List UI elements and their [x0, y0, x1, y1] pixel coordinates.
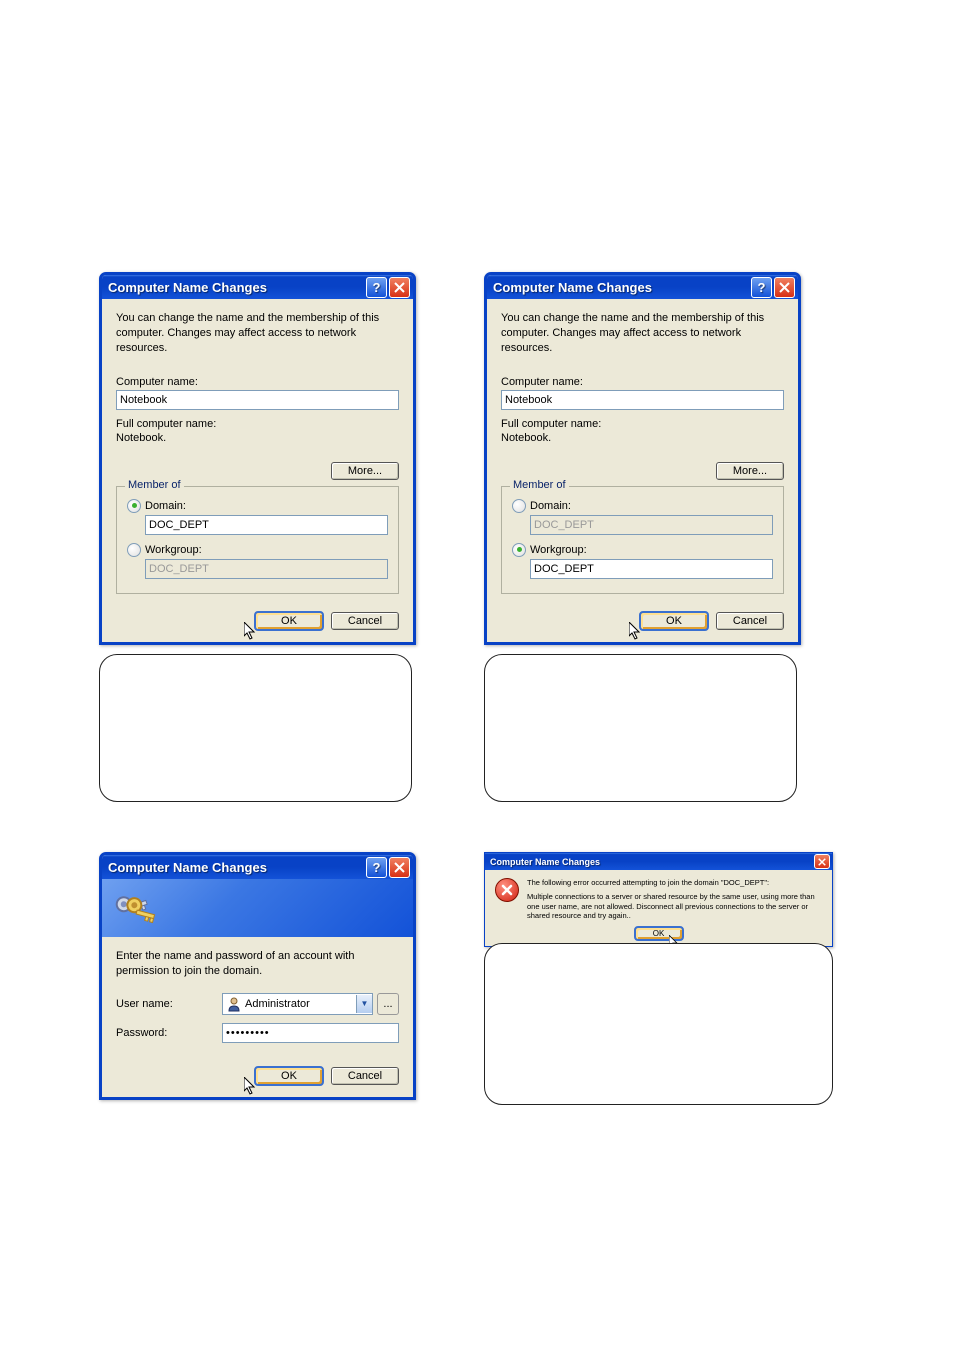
browse-button[interactable]: ...: [377, 993, 399, 1015]
more-button[interactable]: More...: [716, 462, 784, 480]
member-of-group: Member of Domain: Workgroup:: [501, 486, 784, 594]
close-button[interactable]: [389, 277, 410, 298]
ok-button[interactable]: OK: [640, 612, 708, 630]
caption-placeholder: [484, 654, 797, 802]
full-name-label: Full computer name:: [116, 418, 399, 430]
dialog-credentials: Computer Name Changes ?: [99, 852, 416, 1100]
full-name-value: Notebook.: [501, 432, 784, 444]
computer-name-label: Computer name:: [501, 376, 784, 388]
caption-placeholder: [484, 943, 833, 1105]
cancel-button[interactable]: Cancel: [331, 612, 399, 630]
credentials-description: Enter the name and password of an accoun…: [116, 949, 399, 979]
computer-name-label: Computer name:: [116, 376, 399, 388]
workgroup-radio[interactable]: [127, 543, 141, 557]
full-name-label: Full computer name:: [501, 418, 784, 430]
error-line1: The following error occurred attempting …: [527, 878, 822, 888]
domain-radio[interactable]: [512, 499, 526, 513]
caption-placeholder: [99, 654, 412, 802]
password-label: Password:: [116, 1027, 222, 1039]
titlebar[interactable]: Computer Name Changes ?: [487, 275, 798, 299]
dialog-title: Computer Name Changes: [490, 857, 812, 867]
computer-name-input[interactable]: [501, 390, 784, 410]
workgroup-input[interactable]: [530, 559, 773, 579]
workgroup-label[interactable]: Workgroup:: [145, 544, 202, 556]
member-of-group: Member of Domain: Workgroup:: [116, 486, 399, 594]
error-icon: [495, 878, 519, 902]
username-combo[interactable]: Administrator ▼: [222, 993, 373, 1015]
cancel-button[interactable]: Cancel: [716, 612, 784, 630]
dialog-title: Computer Name Changes: [493, 280, 749, 295]
help-button[interactable]: ?: [751, 277, 772, 298]
titlebar[interactable]: Computer Name Changes: [485, 853, 832, 870]
cursor-icon: [244, 622, 258, 642]
titlebar[interactable]: Computer Name Changes ?: [102, 855, 413, 879]
close-button[interactable]: [814, 854, 830, 869]
close-button[interactable]: [774, 277, 795, 298]
cursor-icon: [244, 1077, 258, 1097]
computer-name-input[interactable]: [116, 390, 399, 410]
close-button[interactable]: [389, 857, 410, 878]
member-of-legend: Member of: [125, 479, 184, 491]
domain-label[interactable]: Domain:: [530, 500, 571, 512]
cursor-icon: [629, 622, 643, 642]
help-button[interactable]: ?: [366, 277, 387, 298]
workgroup-input: [145, 559, 388, 579]
dialog-computer-name-changes-domain: Computer Name Changes ? You can change t…: [99, 272, 416, 645]
cancel-button[interactable]: Cancel: [331, 1067, 399, 1085]
member-of-legend: Member of: [510, 479, 569, 491]
dialog-description: You can change the name and the membersh…: [116, 311, 399, 356]
ok-button[interactable]: OK: [255, 612, 323, 630]
dialog-description: You can change the name and the membersh…: [501, 311, 784, 356]
domain-input: [530, 515, 773, 535]
username-value: Administrator: [245, 998, 356, 1010]
ok-button[interactable]: OK: [255, 1067, 323, 1085]
keys-icon: [112, 887, 156, 934]
dialog-title: Computer Name Changes: [108, 280, 364, 295]
titlebar[interactable]: Computer Name Changes ?: [102, 275, 413, 299]
domain-label[interactable]: Domain:: [145, 500, 186, 512]
more-button[interactable]: More...: [331, 462, 399, 480]
full-name-value: Notebook.: [116, 432, 399, 444]
workgroup-radio[interactable]: [512, 543, 526, 557]
username-label: User name:: [116, 998, 222, 1010]
dialog-title: Computer Name Changes: [108, 860, 364, 875]
error-text: The following error occurred attempting …: [527, 878, 822, 921]
dialog-computer-name-changes-workgroup: Computer Name Changes ? You can change t…: [484, 272, 801, 645]
dialog-error: Computer Name Changes The following erro…: [484, 852, 833, 947]
domain-input[interactable]: [145, 515, 388, 535]
password-input[interactable]: [222, 1023, 399, 1043]
workgroup-label[interactable]: Workgroup:: [530, 544, 587, 556]
credentials-banner: [102, 879, 413, 937]
user-icon: [226, 996, 242, 1012]
help-button[interactable]: ?: [366, 857, 387, 878]
chevron-down-icon[interactable]: ▼: [356, 995, 372, 1013]
error-line2: Multiple connections to a server or shar…: [527, 892, 822, 921]
domain-radio[interactable]: [127, 499, 141, 513]
